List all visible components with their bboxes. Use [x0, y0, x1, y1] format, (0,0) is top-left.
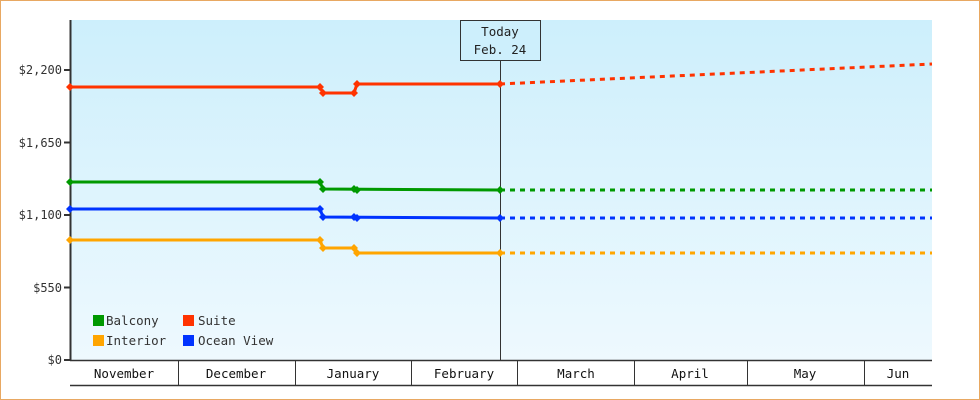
x-month-label: May	[794, 366, 817, 381]
y-tick-label: $550	[33, 281, 62, 295]
x-month-label: November	[94, 366, 155, 381]
series-suite	[66, 62, 933, 97]
legend-swatch	[183, 335, 194, 346]
series-balcony	[66, 178, 932, 194]
x-month-label: December	[206, 366, 267, 381]
x-month-label: February	[434, 366, 495, 381]
series-ocean-view	[66, 205, 932, 222]
y-tick-label: $1,650	[19, 136, 62, 150]
x-month-label: March	[557, 366, 595, 381]
legend-label: Suite	[198, 313, 236, 328]
y-axis: $0 $550 $1,100 $1,650 $2,200	[19, 20, 72, 367]
legend-swatch	[183, 315, 194, 326]
today-date: Feb. 24	[474, 42, 527, 57]
series-interior	[66, 236, 932, 257]
legend-swatch	[93, 315, 104, 326]
y-tick-label: $0	[48, 353, 62, 367]
x-axis: November December January February March…	[70, 359, 932, 387]
x-month-label: Jun	[887, 366, 910, 381]
today-label: Today	[481, 24, 519, 39]
today-marker: Today Feb. 24	[460, 20, 541, 360]
legend-label: Interior	[106, 333, 167, 348]
legend-swatch	[93, 335, 104, 346]
y-tick-label: $1,100	[19, 208, 62, 222]
legend-item-suite: Suite	[183, 313, 236, 328]
x-month-label: January	[327, 366, 380, 381]
legend-label: Balcony	[106, 313, 159, 328]
legend: Balcony Suite Interior Ocean View	[93, 313, 274, 348]
legend-item-interior: Interior	[93, 333, 167, 348]
legend-item-ocean-view: Ocean View	[183, 333, 274, 348]
legend-label: Ocean View	[198, 333, 274, 348]
legend-item-balcony: Balcony	[93, 313, 159, 328]
x-month-label: April	[671, 366, 709, 381]
y-tick-label: $2,200	[19, 63, 62, 77]
